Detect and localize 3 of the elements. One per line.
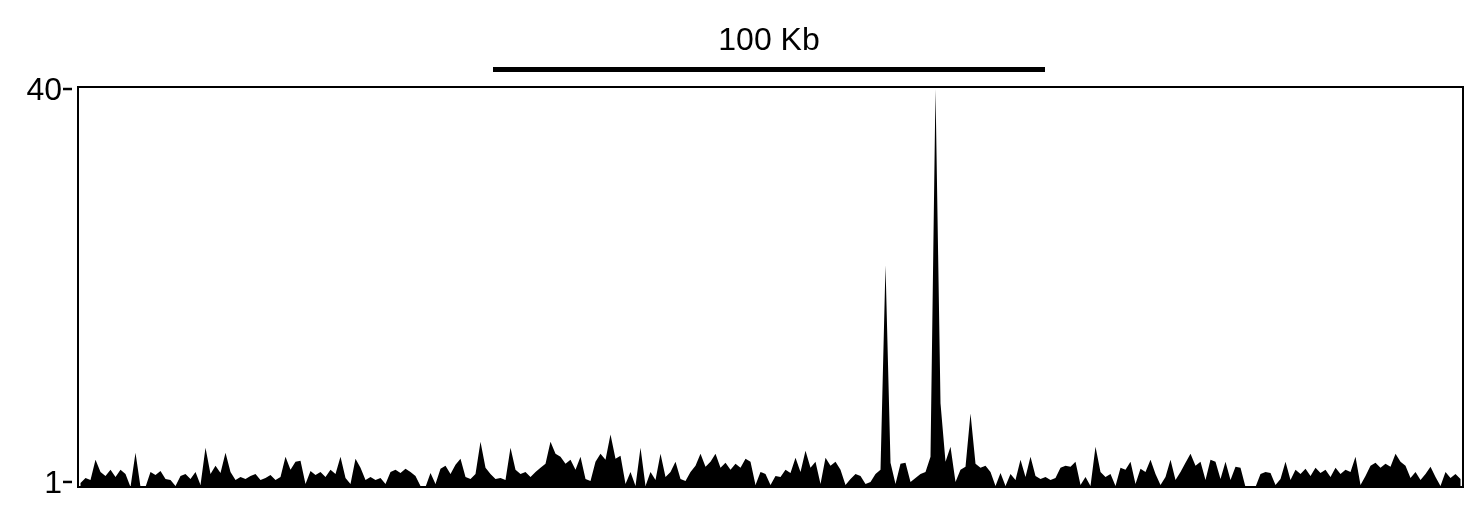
text: 100 Kb <box>718 21 820 57</box>
y-tick-label: 1 <box>44 464 62 501</box>
y-tick-label: 40 <box>26 71 62 108</box>
